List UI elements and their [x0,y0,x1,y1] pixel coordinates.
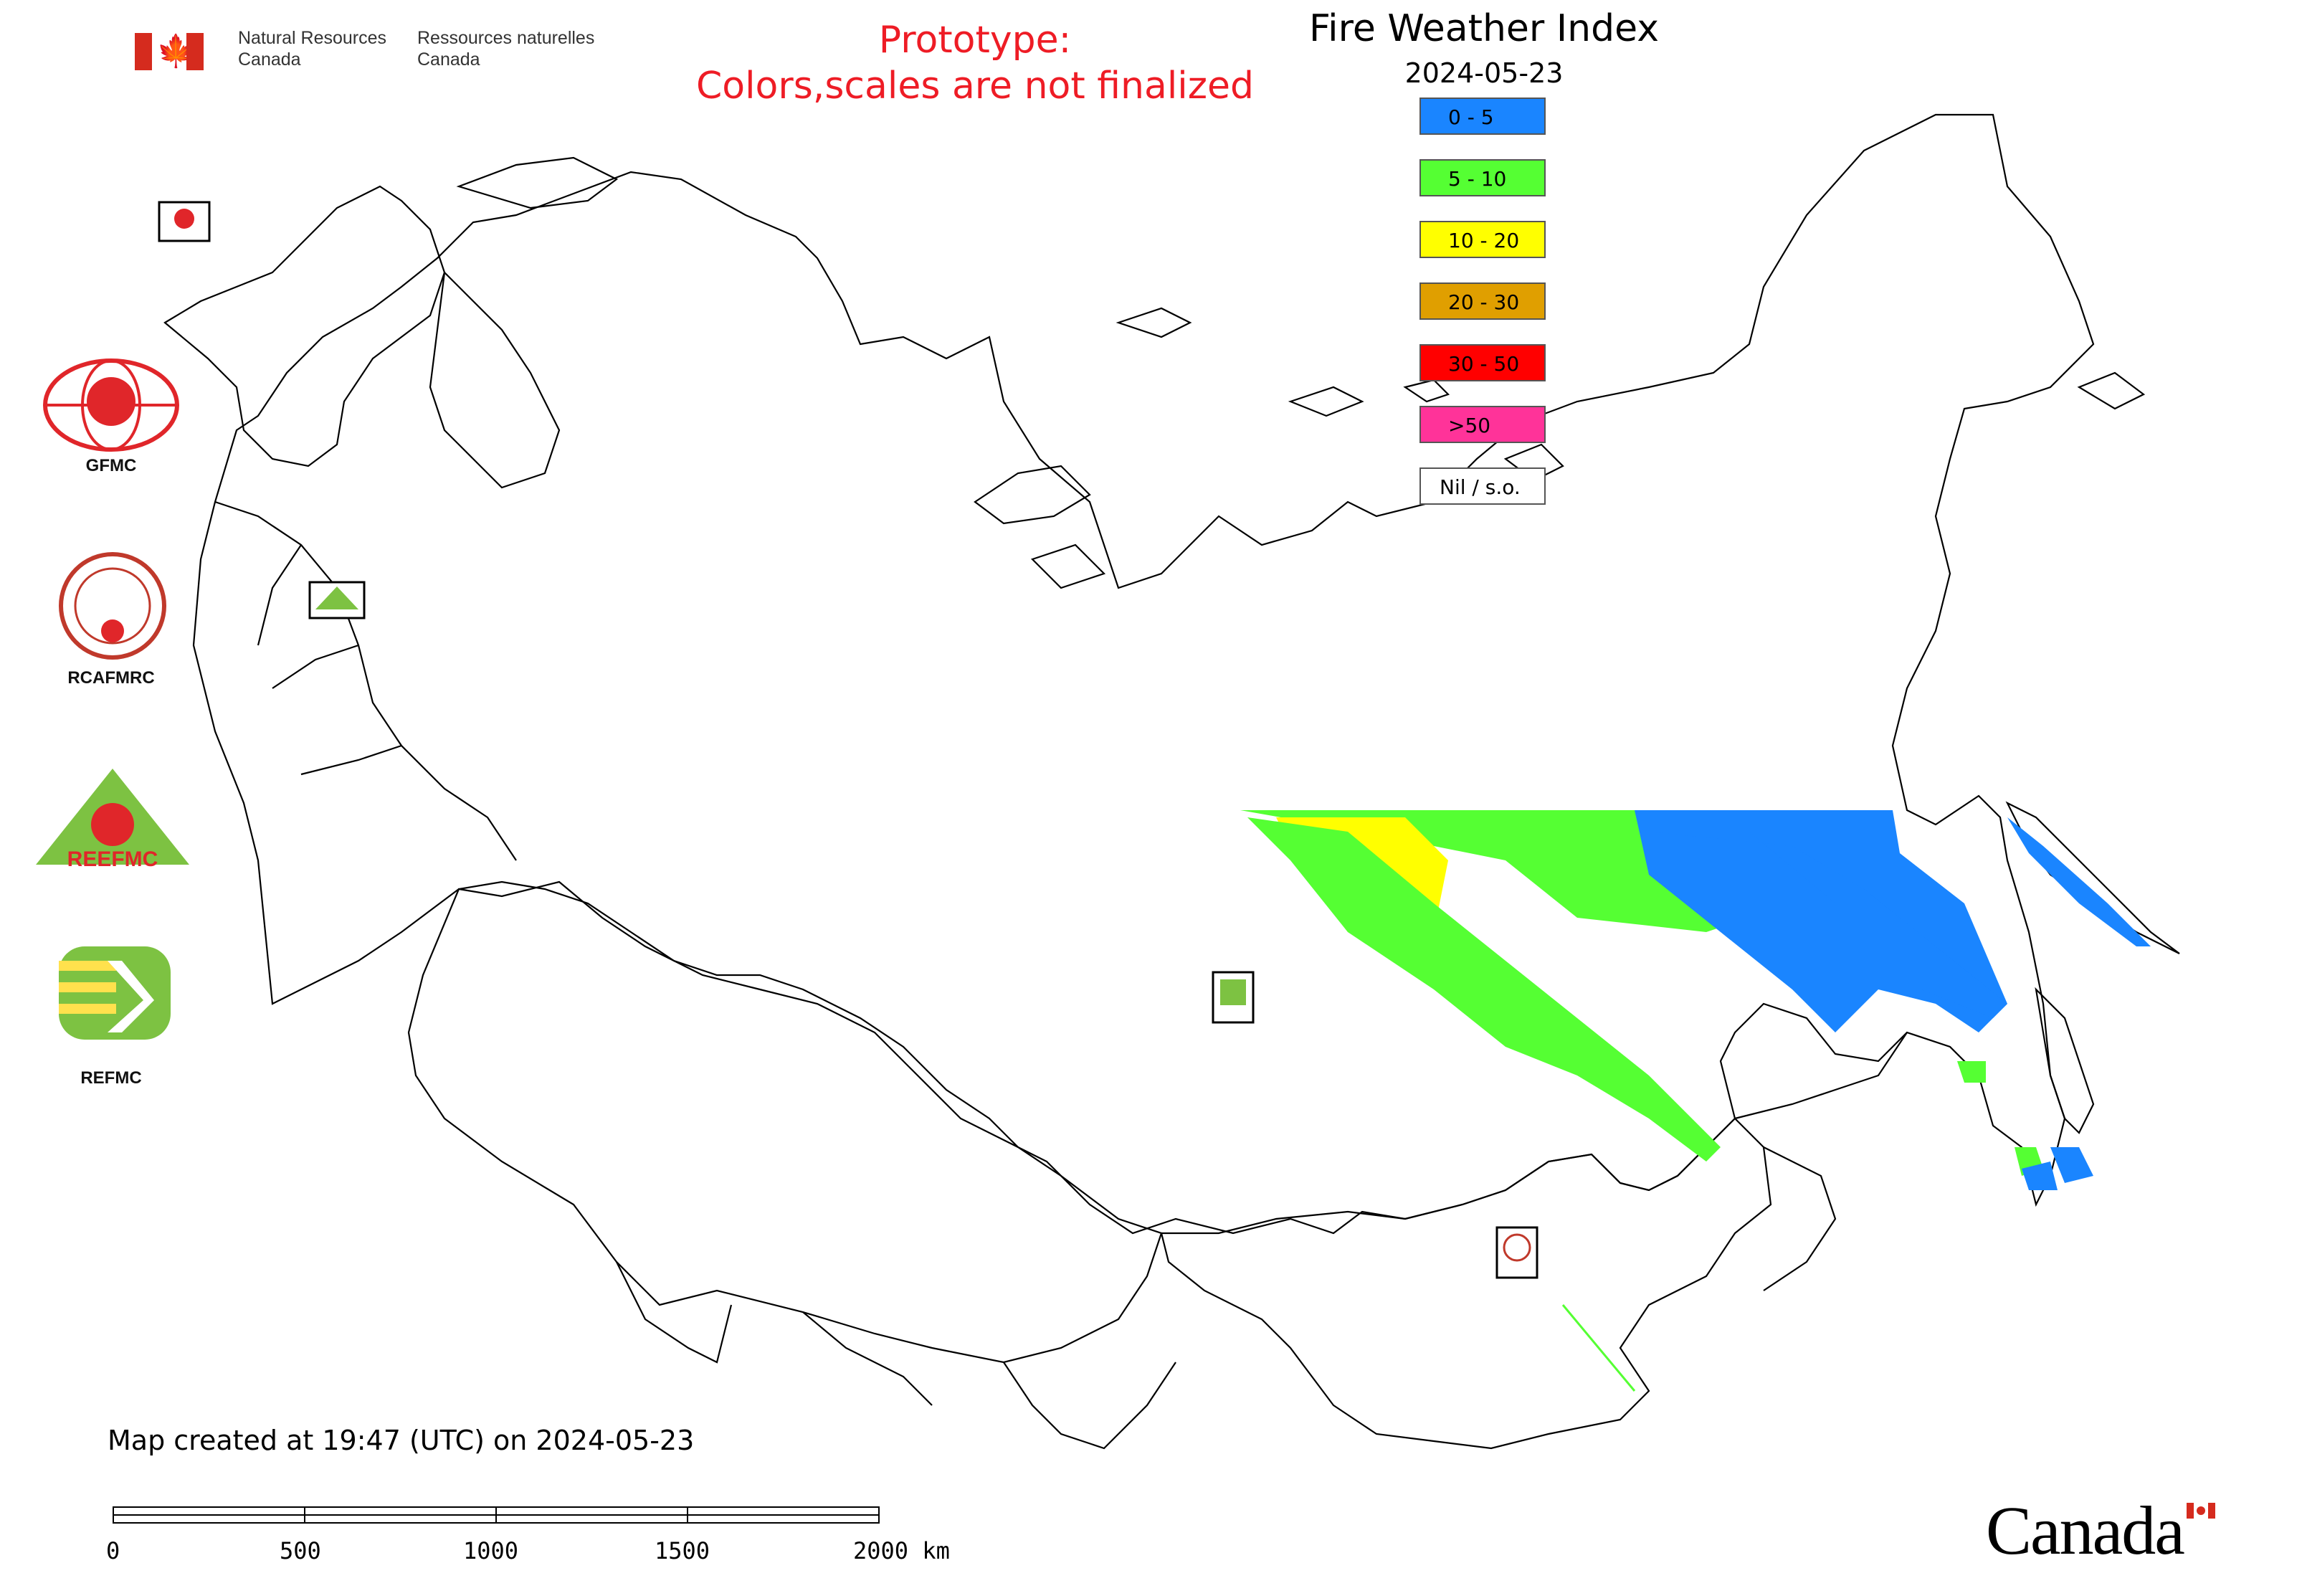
refmc-logo-stripe [59,982,116,992]
nrcan-signature: 🍁 Natural Resources Canada Ressources na… [135,27,601,77]
refmc-label: REFMC [80,1068,142,1088]
russia-outline [192,113,2095,1235]
gfmc-label: GFMC [85,456,137,475]
legend-item-20-30: 20 - 30 [1419,282,1546,320]
maple-leaf-icon: 🍁 [156,33,196,70]
scale-label-0: 0 [106,1537,120,1564]
legend-item-nil: Nil / s.o. [1419,467,1546,505]
agency-name-fr-line1: Ressources naturelles [417,28,595,48]
prototype-line2: Colors,scales are not finalized [695,65,1255,108]
canada-flag-icon: 🍁 [135,33,204,70]
agency-name-fr-line2: Canada [417,49,480,70]
flag-band-right [186,33,204,70]
canada-wordmark: Canada [1986,1492,2185,1569]
east-europe-borders [214,500,517,861]
refmc-logo-panel [59,946,171,1040]
gfmc-logo [43,358,179,452]
mongolia-outline [1160,1117,1772,1450]
canada-flag-leaf [2197,1506,2205,1515]
refmc-map-logo-mark [1220,979,1246,1005]
finland-outline [429,270,561,489]
canada-wordmark-flag [2187,1503,2215,1519]
china-outline [1734,1032,1908,1291]
rcafmrc-label: RCAFMRC [67,668,155,688]
scale-label-500: 500 [280,1537,321,1564]
map-created-note: Map created at 19:47 (UTC) on 2024-05-23 [108,1425,695,1456]
reefmc-logo-flame [91,803,134,846]
fwi-area-5-10 [1957,1061,1986,1083]
legend-item-30-50: 30 - 50 [1419,344,1546,381]
reefmc-label: REEFMC [67,847,158,871]
canada-flag-left-band [2187,1503,2194,1519]
fwi-streak [1561,1304,1636,1392]
japan-outline [2035,987,2095,1134]
reefmc-map-logo-mark [315,586,358,609]
arctic-islands [456,156,2146,589]
rcafmrc-logo-flame [101,619,124,642]
central-asia-outline [616,1261,1176,1450]
agency-name-en-line2: Canada [238,49,301,70]
kamchatka-outline [2005,801,2180,954]
agency-name-en-line1: Natural Resources [238,28,387,48]
fwi-area-0-5 [2022,1162,2058,1190]
scale-labels: 0 500 1000 1500 2000 km [106,1506,968,1577]
rcafmrc-map-logo-mark [1503,1233,1531,1262]
gfmc-logo-flame [87,377,135,426]
country-borders [163,113,2180,1450]
refmc-logo-stripe [59,1004,116,1014]
refmc-logo-stripe [59,961,116,971]
agency-name-fr: Ressources naturelles Canada [417,27,594,70]
rcafmrc-map-logo [1495,1226,1538,1279]
prototype-line1: Prototype: [878,19,1072,62]
map-date: 2024-05-23 [1404,57,1564,89]
fwi-area-0-5 [2050,1147,2093,1183]
rcafmrc-logo-inner [74,567,151,645]
scale-bar [113,1506,880,1524]
gfmc-map-logo-mark [174,209,194,229]
fwi-area-0-5 [2007,817,2151,946]
scale-label-2000: 2000 km [853,1537,950,1564]
map-title: Fire Weather Index [1309,7,1659,50]
refmc-logo-sigma [108,961,154,1032]
legend-item-5-10: 5 - 10 [1419,159,1546,196]
fwi-data-layer [1240,810,2151,1392]
flag-band-left [135,33,152,70]
legend-item-over-50: >50 [1419,406,1546,443]
rcafmrc-logo [59,552,166,660]
scale-label-1000: 1000 [463,1537,519,1564]
agency-name-en: Natural Resources Canada [238,27,386,70]
prototype-notice: Prototype: Colors,scales are not finaliz… [645,17,1305,109]
legend-item-10-20: 10 - 20 [1419,221,1546,258]
map-logo-markers [158,201,1538,1279]
fwi-area-0-5 [1649,832,2007,1018]
legend-item-0-5: 0 - 5 [1419,98,1546,135]
kazakhstan-outline [407,880,1163,1364]
reefmc-logo [36,769,189,865]
scale-label-1500: 1500 [655,1537,710,1564]
scandinavia-outline [163,185,446,467]
fwi-area-5-10 [1247,817,1721,1162]
refmc-logo [59,946,171,1040]
canada-flag-right-band [2208,1503,2215,1519]
